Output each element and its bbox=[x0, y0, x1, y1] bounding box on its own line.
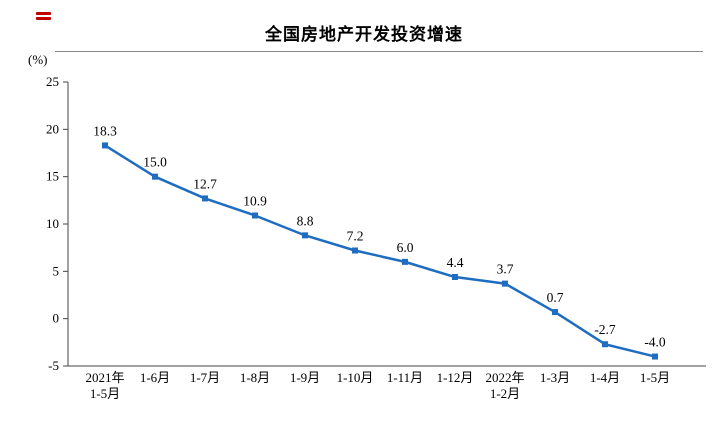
data-point-marker bbox=[502, 280, 508, 287]
y-tick-label: 25 bbox=[46, 74, 59, 89]
y-tick-label: 15 bbox=[46, 169, 59, 184]
x-tick-label: 2022年 bbox=[485, 370, 524, 385]
data-label: -2.7 bbox=[594, 322, 616, 337]
data-point-marker bbox=[402, 258, 408, 265]
data-point-marker bbox=[452, 274, 458, 281]
x-tick-label: 1-10月 bbox=[337, 370, 374, 385]
data-label: 8.8 bbox=[297, 213, 314, 228]
data-point-marker bbox=[252, 212, 258, 219]
y-tick-label: 20 bbox=[46, 121, 59, 136]
data-label: 10.9 bbox=[243, 193, 267, 208]
y-tick-label: 10 bbox=[46, 216, 59, 231]
data-label: 15.0 bbox=[143, 155, 167, 170]
red-decoration-bar bbox=[36, 17, 51, 20]
data-label: 6.0 bbox=[397, 240, 414, 255]
title-divider bbox=[55, 51, 703, 52]
data-point-marker bbox=[652, 353, 658, 360]
y-axis-unit-label: (%) bbox=[28, 52, 48, 67]
x-tick-label: 1-3月 bbox=[540, 370, 570, 385]
data-point-marker bbox=[552, 309, 558, 316]
trend-line bbox=[104, 144, 656, 358]
red-decoration-icon bbox=[36, 12, 51, 23]
data-label: -4.0 bbox=[644, 335, 666, 350]
x-tick-label: 1-4月 bbox=[590, 370, 620, 385]
y-tick-label: 0 bbox=[53, 311, 60, 326]
x-tick-label: 1-9月 bbox=[290, 370, 320, 385]
data-label: 3.7 bbox=[497, 262, 514, 277]
x-tick-label: 1-2月 bbox=[490, 386, 520, 401]
data-point-marker bbox=[352, 247, 358, 254]
y-tick-label: -5 bbox=[48, 358, 59, 373]
x-tick-label: 1-12月 bbox=[437, 370, 474, 385]
red-decoration-bar bbox=[36, 12, 51, 15]
data-label: 4.4 bbox=[447, 255, 464, 270]
x-tick-label: 2021年 bbox=[85, 370, 124, 385]
chart-title: 全国房地产开发投资增速 bbox=[265, 25, 463, 44]
x-tick-label: 1-6月 bbox=[140, 370, 170, 385]
data-point-marker bbox=[302, 232, 308, 239]
data-label: 12.7 bbox=[193, 176, 217, 191]
data-point-marker bbox=[602, 341, 608, 348]
x-tick-label: 1-11月 bbox=[387, 370, 423, 385]
data-point-marker bbox=[102, 142, 108, 149]
data-label: 18.3 bbox=[93, 123, 117, 138]
data-point-marker bbox=[202, 195, 208, 202]
y-tick-label: 5 bbox=[53, 263, 60, 278]
data-label: 7.2 bbox=[347, 229, 364, 244]
x-tick-label: 1-5月 bbox=[640, 370, 670, 385]
x-tick-label: 1-5月 bbox=[90, 386, 120, 401]
x-tick-label: 1-7月 bbox=[190, 370, 220, 385]
data-point-marker bbox=[152, 173, 158, 180]
data-label: 0.7 bbox=[547, 290, 564, 305]
x-tick-label: 1-8月 bbox=[240, 370, 270, 385]
